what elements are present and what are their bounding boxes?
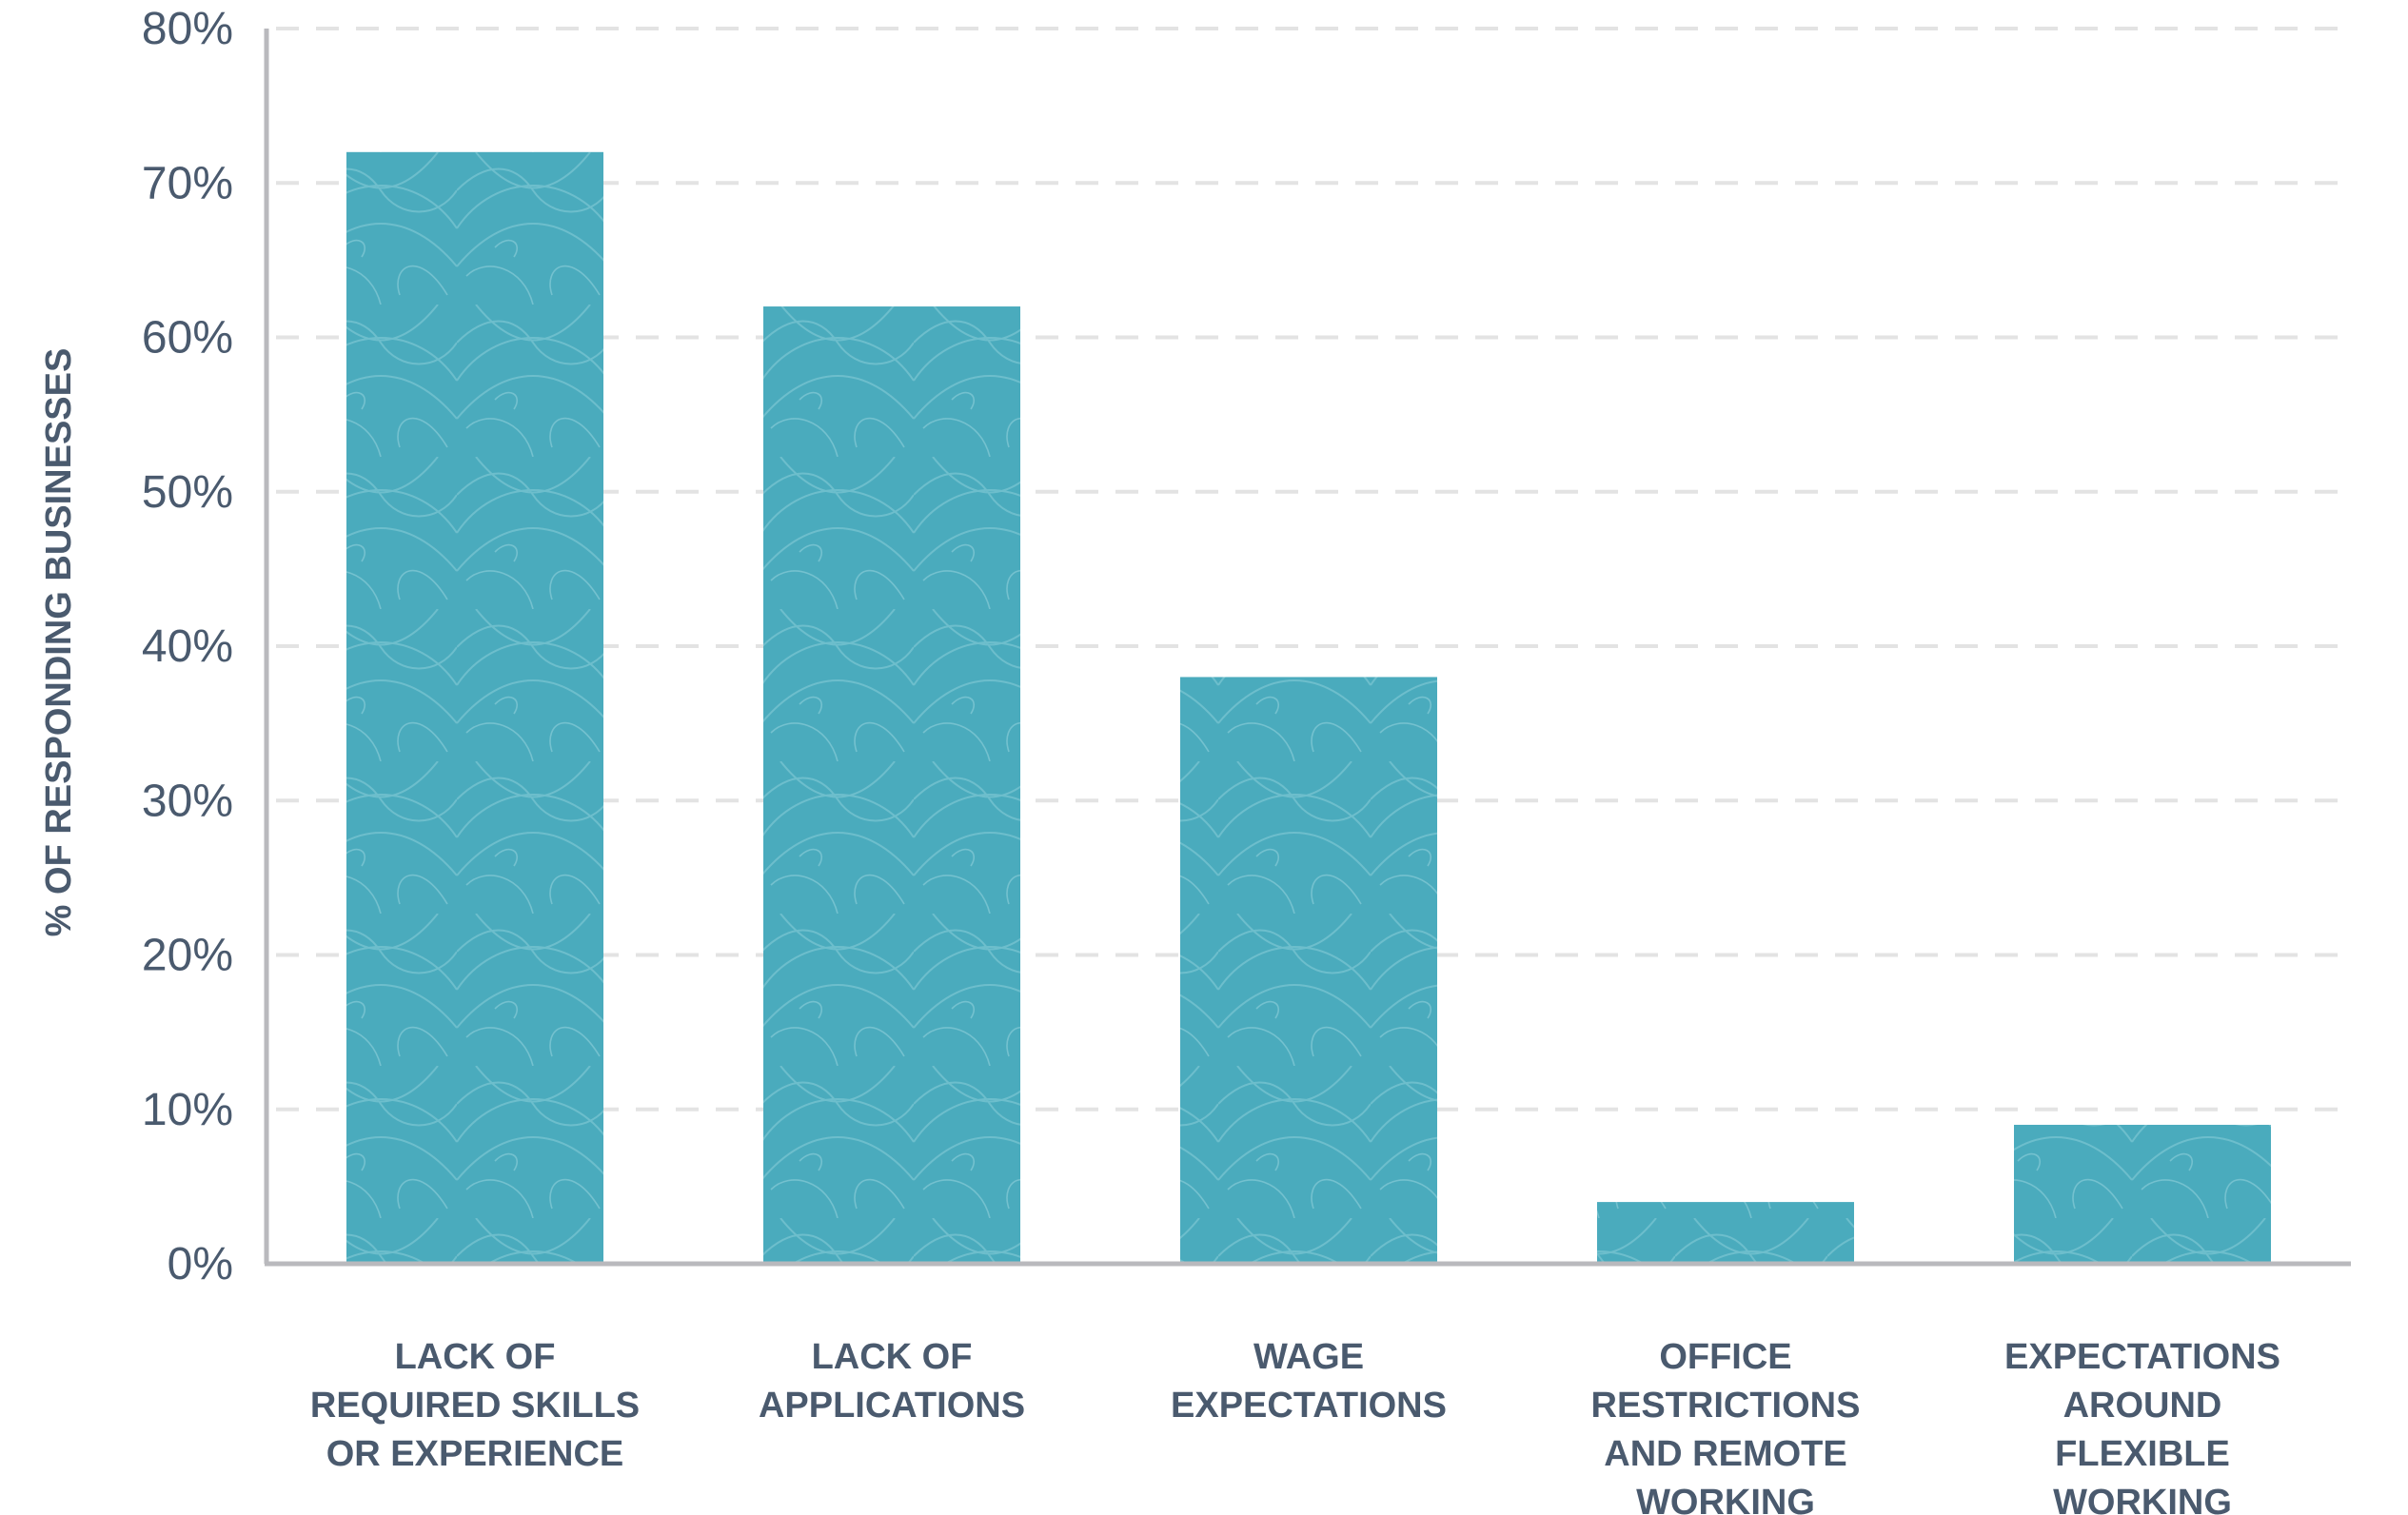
bar <box>1597 1202 1854 1264</box>
bars <box>346 151 2271 1264</box>
x-axis-categories: LACK OF REQUIRED SKILLS OR EXPERIENCELACK … <box>310 1337 2280 1515</box>
x-category-label: LACK OF APPLICATIONS <box>759 1337 1025 1426</box>
y-tick-label: 80% <box>142 4 233 54</box>
x-category-label-line: RESTRICTIONS <box>1591 1386 1861 1426</box>
x-category-label-line: EXPECTATIONS <box>1171 1386 1447 1426</box>
y-tick-label: 40% <box>142 621 233 672</box>
x-category-label-line: OFFICE <box>1659 1337 1791 1377</box>
y-axis-ticks: 0% 10% 20% 30% 40% 50% 60% 70% 80% <box>142 4 233 1289</box>
y-tick-label: 60% <box>142 313 233 364</box>
bar <box>1180 677 1437 1264</box>
bar <box>346 151 603 1264</box>
x-category-label-line: OR EXPERIENCE <box>326 1434 624 1474</box>
y-tick-label: 10% <box>142 1085 233 1135</box>
x-category-label-line: REQUIRED SKILLS <box>310 1386 640 1426</box>
y-tick-label: 70% <box>142 158 233 208</box>
x-category-label-line: LACK OF <box>395 1337 556 1377</box>
y-tick-label: 0% <box>168 1239 233 1289</box>
y-axis-title: % OF RESPONDING BUSINESSES <box>39 348 79 937</box>
y-tick-label: 50% <box>142 467 233 518</box>
x-category-label-line: WORKING <box>2053 1483 2232 1515</box>
x-category-label: EXPECTATIONS AROUND FLEXIBLE WORKING <box>2004 1337 2280 1515</box>
x-category-label-line: AROUND <box>2063 1386 2222 1426</box>
x-category-label: WAGE EXPECTATIONS <box>1171 1337 1447 1426</box>
x-category-label-line: EXPECTATIONS <box>2004 1337 2280 1377</box>
x-category-label: LACK OF REQUIRED SKILLS OR EXPERIENCE <box>310 1337 640 1474</box>
y-tick-label: 20% <box>142 931 233 981</box>
gridlines <box>276 27 2351 1112</box>
x-category-label-line: WORKING <box>1636 1483 1815 1515</box>
x-category-label-line: LACK OF <box>812 1337 973 1377</box>
bar <box>2014 1124 2271 1264</box>
x-category-label-line: WAGE <box>1253 1337 1364 1377</box>
y-tick-label: 30% <box>142 776 233 826</box>
x-category-label: OFFICE RESTRICTIONS AND REMOTE WORKING <box>1591 1337 1861 1515</box>
x-category-label-line: AND REMOTE <box>1604 1434 1846 1474</box>
x-category-label-line: FLEXIBLE <box>2055 1434 2230 1474</box>
axes <box>264 29 2351 1267</box>
bar <box>763 306 1020 1264</box>
x-category-label-line: APPLICATIONS <box>759 1386 1025 1426</box>
